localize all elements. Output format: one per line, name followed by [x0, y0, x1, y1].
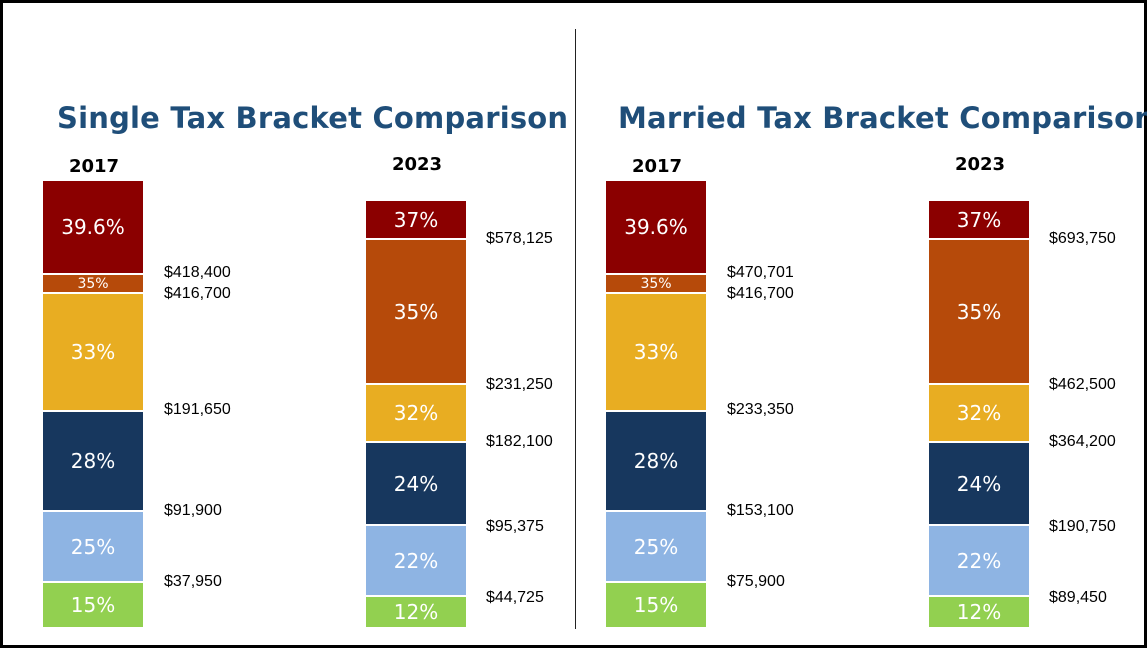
- married-2023-threshold-label: $89,450: [1049, 589, 1107, 606]
- married-2023-bracket-35pct: 35%: [927, 238, 1031, 385]
- single-2023-bracket-37pct: 37%: [364, 199, 468, 240]
- married-2023-year-label: 2023: [954, 154, 1006, 175]
- single-2017-threshold-label: $416,700: [164, 285, 231, 302]
- single-2017-threshold-label: $418,400: [164, 264, 231, 281]
- single-2023-threshold-label: $578,125: [486, 230, 553, 247]
- married-2017-threshold-label: $233,350: [727, 401, 794, 418]
- single-2017-threshold-label: $91,900: [164, 502, 222, 519]
- single-2023-bracket-24pct: 24%: [364, 441, 468, 526]
- married-2017-bracket-35pct: 35%: [604, 273, 708, 294]
- single-2023-threshold-label: $182,100: [486, 433, 553, 450]
- married-2023-bracket-22pct: 22%: [927, 524, 1031, 597]
- single-2017-threshold-label: $191,650: [164, 401, 231, 418]
- married-2023-bracket-37pct: 37%: [927, 199, 1031, 240]
- single-2023-bracket-12pct: 12%: [364, 595, 468, 629]
- married-2023-bracket-12pct: 12%: [927, 595, 1031, 629]
- single-2023-threshold-label: $95,375: [486, 518, 544, 535]
- married-2017-bracket-28pct: 28%: [604, 410, 708, 512]
- married-2017-bracket-39-6pct: 39.6%: [604, 179, 708, 275]
- single-2017-year-label: 2017: [68, 156, 120, 177]
- single-2017-bracket-28pct: 28%: [41, 410, 145, 512]
- married-2023-threshold-label: $190,750: [1049, 518, 1116, 535]
- married-2017-threshold-label: $153,100: [727, 502, 794, 519]
- married-2017-threshold-label: $416,700: [727, 285, 794, 302]
- single-2017-bracket-35pct: 35%: [41, 273, 145, 294]
- married-2017-threshold-label: $75,900: [727, 573, 785, 590]
- single-2023-threshold-label: $44,725: [486, 589, 544, 606]
- married-2017-bracket-33pct: 33%: [604, 292, 708, 412]
- single-2023-bracket-35pct: 35%: [364, 238, 468, 385]
- panel-divider: [575, 29, 576, 629]
- married-2023-bracket-24pct: 24%: [927, 441, 1031, 526]
- married-2017-year-label: 2017: [631, 156, 683, 177]
- married-chart-title: Married Tax Bracket Comparison: [618, 101, 1147, 135]
- married-2017-bracket-15pct: 15%: [604, 581, 708, 629]
- married-2023-bracket-32pct: 32%: [927, 383, 1031, 443]
- single-2017-bracket-15pct: 15%: [41, 581, 145, 629]
- single-2023-threshold-label: $231,250: [486, 376, 553, 393]
- single-2017-bracket-25pct: 25%: [41, 510, 145, 583]
- single-2017-bracket-39-6pct: 39.6%: [41, 179, 145, 275]
- single-2023-bracket-22pct: 22%: [364, 524, 468, 597]
- single-2023-year-label: 2023: [391, 154, 443, 175]
- single-2017-threshold-label: $37,950: [164, 573, 222, 590]
- married-2017-bracket-25pct: 25%: [604, 510, 708, 583]
- single-chart-title: Single Tax Bracket Comparison: [57, 101, 569, 135]
- single-2017-bracket-33pct: 33%: [41, 292, 145, 412]
- single-2023-bracket-32pct: 32%: [364, 383, 468, 443]
- married-2023-threshold-label: $462,500: [1049, 376, 1116, 393]
- married-2023-threshold-label: $693,750: [1049, 230, 1116, 247]
- married-2023-threshold-label: $364,200: [1049, 433, 1116, 450]
- married-2017-threshold-label: $470,701: [727, 264, 794, 281]
